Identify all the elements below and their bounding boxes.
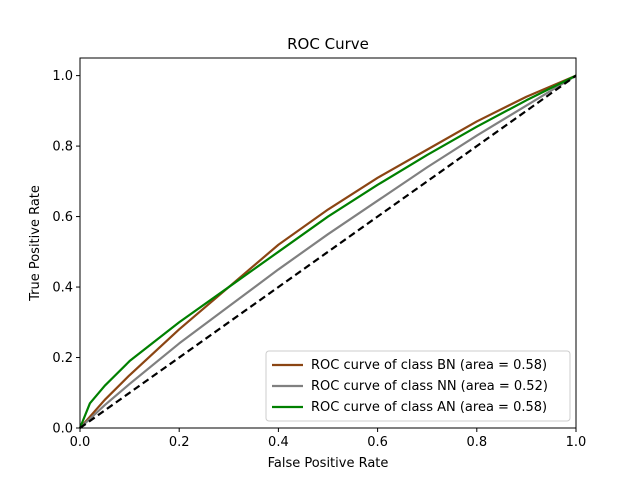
y-tick-label-0-6: 0.6 — [52, 210, 73, 225]
x-tick-label-0-0: 0.0 — [70, 435, 91, 450]
y-axis-label: True Positive Rate — [28, 185, 43, 302]
legend-label-an: ROC curve of class AN (area = 0.58) — [311, 400, 547, 415]
chart-title: ROC Curve — [287, 35, 369, 53]
series-line-2 — [78, 74, 577, 429]
x-tick-label-0-2: 0.2 — [169, 435, 190, 450]
y-tick-label-0-8: 0.8 — [52, 140, 73, 155]
legend-box — [265, 350, 571, 422]
y-tick-label-0-4: 0.4 — [52, 281, 73, 296]
legend: ROC curve of class BN (area = 0.58) ROC … — [265, 350, 571, 422]
series-line-1 — [79, 74, 577, 429]
legend-label-bn: ROC curve of class BN (area = 0.58) — [311, 358, 547, 373]
x-tick-label-0-8: 0.8 — [466, 435, 487, 450]
y-tick-label-0-2: 0.2 — [52, 351, 73, 366]
legend-label-nn: ROC curve of class NN (area = 0.52) — [311, 379, 548, 394]
x-axis-ticks: 0.0 0.2 0.4 0.6 0.8 1.0 — [70, 428, 587, 450]
y-axis-ticks: 0.0 0.2 0.4 0.6 0.8 1.0 — [52, 69, 80, 437]
y-tick-label-0-0: 0.0 — [52, 422, 73, 437]
plot-frame — [79, 57, 577, 429]
plot-lines — [78, 74, 577, 429]
chance-diagonal-line — [79, 74, 577, 429]
x-tick-label-1-0: 1.0 — [566, 435, 587, 450]
y-tick-label-1-0: 1.0 — [52, 69, 73, 84]
series-line-0 — [79, 74, 577, 429]
x-tick-label-0-4: 0.4 — [268, 435, 289, 450]
x-axis-label: False Positive Rate — [268, 456, 389, 471]
x-tick-label-0-6: 0.6 — [367, 435, 388, 450]
